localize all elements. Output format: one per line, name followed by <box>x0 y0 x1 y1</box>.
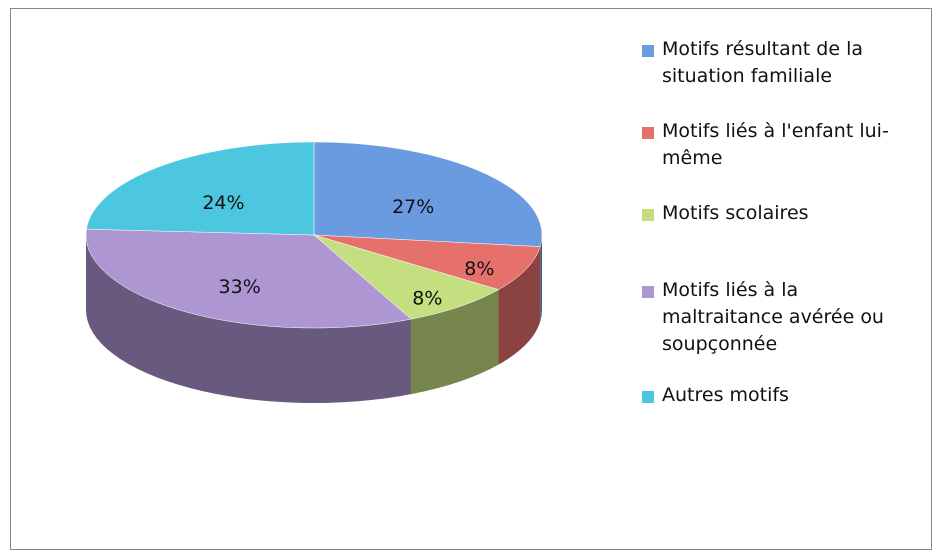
legend-label: Motifs liés à l'enfant lui-même <box>662 120 889 169</box>
legend-label: Autres motifs <box>662 384 789 406</box>
legend-swatch <box>642 45 654 57</box>
data-label: 24% <box>202 192 244 214</box>
slice-wall <box>411 289 499 395</box>
legend-item: Autres motifs <box>640 382 912 409</box>
slice <box>85 228 412 329</box>
legend-swatch <box>642 209 654 221</box>
data-label: 8% <box>412 287 442 309</box>
data-label: 8% <box>464 258 494 280</box>
legend-swatch <box>642 286 654 298</box>
legend-label: Motifs scolaires <box>662 202 809 224</box>
slice-wall <box>86 235 412 404</box>
legend: Motifs résultant de la situation familia… <box>640 36 930 409</box>
data-label: 33% <box>219 276 261 298</box>
slice-wall <box>498 246 541 365</box>
legend-item: Motifs résultant de la situation familia… <box>640 36 912 90</box>
slice-wall <box>540 235 542 322</box>
chart-frame <box>10 8 932 550</box>
slice <box>313 141 543 247</box>
slice <box>86 141 315 236</box>
legend-label: Motifs liés à la maltraitance avérée ou … <box>662 279 884 355</box>
legend-item: Motifs liés à la maltraitance avérée ou … <box>640 277 912 358</box>
legend-item: Motifs liés à l'enfant lui-même <box>640 118 912 172</box>
legend-item: Motifs scolaires <box>640 200 912 227</box>
legend-swatch <box>642 127 654 139</box>
slice <box>313 234 500 320</box>
slice <box>313 234 541 290</box>
data-label: 27% <box>392 196 434 218</box>
legend-label: Motifs résultant de la situation familia… <box>662 38 864 87</box>
legend-swatch <box>642 391 654 403</box>
